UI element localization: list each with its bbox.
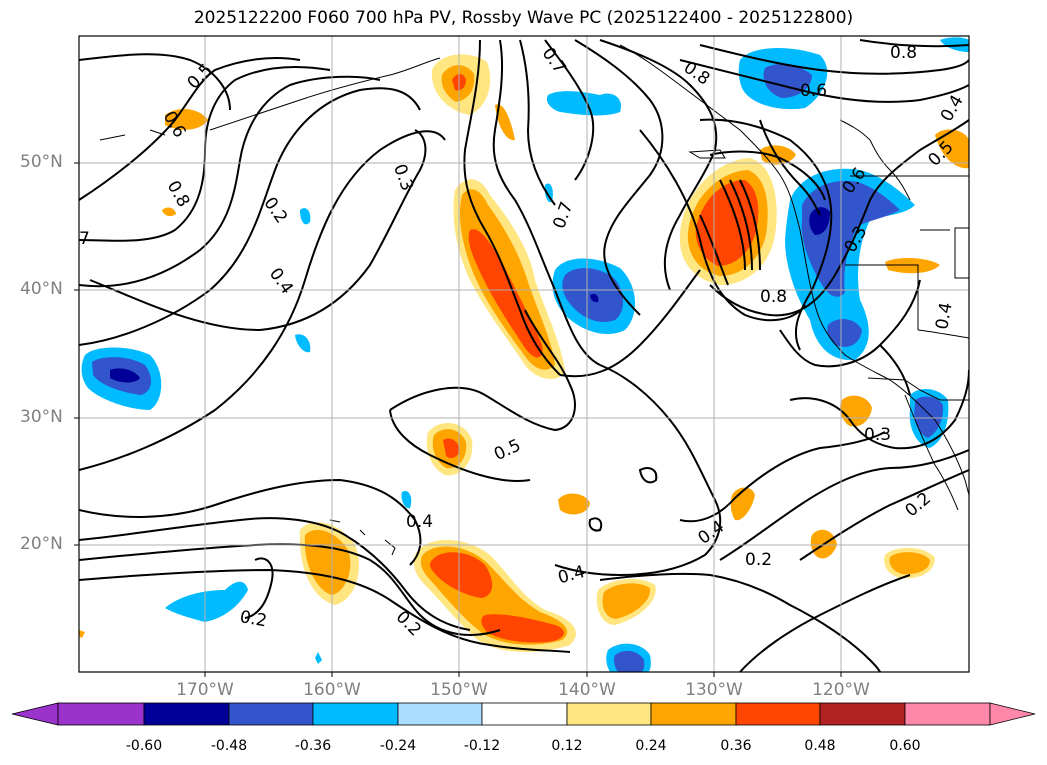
positive-anomaly-shading	[79, 54, 969, 652]
lon-label: 150°W	[430, 680, 488, 700]
contour-label: 0.4	[932, 301, 956, 331]
colorbar-tick-label: -0.60	[125, 738, 163, 754]
colorbar-tick-label: 0.60	[889, 738, 921, 754]
contour-label: 0.3	[389, 161, 417, 193]
coastlines	[99, 44, 969, 556]
colorbar-tick-label: 0.12	[551, 738, 583, 754]
lat-label: 40°N	[20, 279, 63, 299]
contour-label: 0.8	[760, 287, 787, 307]
colorbar-tick-label: 0.48	[804, 738, 836, 754]
contour-label: 0.5	[184, 60, 217, 93]
colorbar	[11, 702, 1036, 726]
graticule	[79, 36, 969, 672]
lon-label: 160°W	[303, 680, 361, 700]
colorbar-tick-label: -0.12	[463, 738, 501, 754]
contour-label: 0.4	[265, 264, 297, 298]
contour-label: 0.2	[392, 607, 425, 640]
lat-label: 50°N	[20, 152, 63, 172]
colorbar-tick-label: -0.36	[294, 738, 332, 754]
lat-label: 30°N	[20, 407, 63, 427]
contour-label: 0.8	[163, 177, 194, 210]
contour-label: 0.8	[680, 58, 714, 90]
contour-label: 0.8	[890, 43, 917, 63]
lon-label: 120°W	[812, 680, 870, 700]
lon-label: 140°W	[558, 680, 616, 700]
contour-label: 0.4	[937, 92, 968, 125]
contour-label: 0.5	[491, 435, 524, 465]
contour-label: 0.2	[745, 550, 772, 570]
colorbar-tick-label: 0.36	[720, 738, 752, 754]
contour-label: 0.2	[901, 489, 935, 522]
colorbar-tick-label: -0.48	[210, 738, 248, 754]
colorbar-extend-low	[11, 702, 59, 726]
map-frame	[78, 35, 970, 673]
contour-label: 7	[79, 229, 90, 249]
contour-label: 0.4	[406, 512, 433, 532]
contour-label: 0.7	[538, 44, 570, 78]
lon-label: 170°W	[176, 680, 234, 700]
contour-label: 0.2	[238, 607, 268, 631]
colorbar-extend-high	[989, 702, 1036, 726]
colorbar-tick-label: -0.24	[379, 738, 417, 754]
map-title: 2025122200 F060 700 hPa PV, Rossby Wave …	[193, 8, 854, 28]
contour-label: 0.4	[695, 517, 729, 549]
lon-label: 130°W	[685, 680, 743, 700]
contour-label: 0.6	[800, 81, 827, 101]
colorbar-tick-label: 0.24	[635, 738, 667, 754]
contour-label: 0.3	[864, 425, 891, 445]
axis-ticks	[74, 162, 842, 677]
lat-label: 20°N	[20, 534, 63, 554]
